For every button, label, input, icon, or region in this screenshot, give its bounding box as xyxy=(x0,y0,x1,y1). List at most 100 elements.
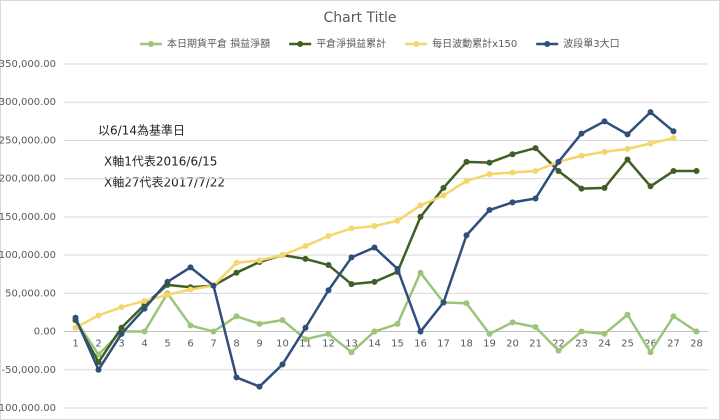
x-tick-label: 2 xyxy=(95,339,101,350)
data-point xyxy=(624,156,631,163)
data-point xyxy=(118,324,125,331)
x-tick-label: 12 xyxy=(322,339,335,350)
x-tick-label: 23 xyxy=(575,339,588,350)
legend-label: 本日期貨平倉 損益淨額 xyxy=(167,37,270,50)
data-point xyxy=(72,314,79,321)
y-tick-label: 200,000.00 xyxy=(0,174,56,185)
data-point xyxy=(509,151,516,158)
x-tick-label: 18 xyxy=(460,339,473,350)
data-point xyxy=(417,202,424,209)
data-point xyxy=(325,287,332,294)
x-tick-label: 19 xyxy=(483,339,496,350)
data-point xyxy=(302,324,309,331)
series-line xyxy=(74,146,697,364)
data-point xyxy=(141,305,148,312)
y-tick-label: -100,000.00 xyxy=(0,403,56,414)
data-point xyxy=(279,252,286,259)
x-tick-label: 10 xyxy=(276,339,289,350)
legend-marker xyxy=(148,41,154,47)
x-tick-label: 6 xyxy=(187,339,193,350)
data-point xyxy=(302,255,309,262)
data-point xyxy=(463,232,470,239)
data-point xyxy=(256,257,263,264)
x-tick-label: 13 xyxy=(345,339,358,350)
data-point xyxy=(233,313,240,320)
data-point xyxy=(325,233,332,239)
data-point xyxy=(371,223,378,230)
annotation: X軸27代表2017/7/22 xyxy=(104,176,225,190)
y-tick-label: 300,000.00 xyxy=(0,97,56,108)
data-point xyxy=(532,323,539,330)
data-point xyxy=(509,319,516,326)
data-point xyxy=(509,199,516,206)
data-point xyxy=(463,300,470,307)
x-tick-label: 24 xyxy=(598,339,611,350)
data-point xyxy=(463,177,470,184)
legend: 本日期貨平倉 損益淨額 平倉淨損益累計 每日波動累計x150 波段單3大口 xyxy=(140,37,620,50)
data-point xyxy=(624,131,631,138)
data-point xyxy=(670,168,677,175)
data-point xyxy=(95,366,102,373)
x-tick-label: 1 xyxy=(72,339,78,350)
y-tick-label: 250,000.00 xyxy=(0,135,56,146)
data-point xyxy=(486,330,493,337)
legend-marker xyxy=(544,41,551,47)
data-point xyxy=(348,281,355,288)
data-point xyxy=(486,207,493,214)
data-point xyxy=(256,320,263,327)
x-tick-label: 4 xyxy=(141,339,147,350)
data-point xyxy=(532,168,539,175)
x-tick-label: 17 xyxy=(437,339,450,350)
data-point xyxy=(187,286,194,293)
data-point xyxy=(141,328,148,335)
data-point xyxy=(647,109,654,116)
x-tick-label: 14 xyxy=(368,339,381,350)
data-point xyxy=(624,311,631,318)
data-point xyxy=(210,282,217,289)
data-point xyxy=(302,242,309,249)
y-tick-label: 50,000.00 xyxy=(5,288,56,299)
data-point xyxy=(647,349,654,356)
data-point xyxy=(417,328,424,335)
y-tick-label: 350,000.00 xyxy=(0,59,56,70)
annotation: X軸1代表2016/6/15 xyxy=(104,155,217,169)
data-point xyxy=(601,330,608,337)
data-point xyxy=(164,278,171,285)
x-tick-label: 28 xyxy=(690,339,703,350)
data-point xyxy=(233,259,240,266)
legend-label: 每日波動累計x150 xyxy=(432,37,517,50)
data-point xyxy=(233,269,240,276)
x-tick-label: 26 xyxy=(644,339,657,350)
data-point xyxy=(394,320,401,327)
x-tick-label: 20 xyxy=(506,339,519,350)
data-point xyxy=(463,158,470,165)
chart-title: Chart Title xyxy=(324,10,397,26)
legend-label: 平倉淨損益累計 xyxy=(316,37,386,50)
data-point xyxy=(670,135,677,142)
data-point xyxy=(440,184,447,191)
x-tick-label: 27 xyxy=(667,339,680,350)
data-point xyxy=(509,169,516,176)
legend-marker xyxy=(297,41,304,47)
data-point xyxy=(601,148,608,155)
data-point xyxy=(164,291,171,298)
data-point xyxy=(118,330,125,337)
x-tick-label: 25 xyxy=(621,339,634,350)
data-point xyxy=(601,184,608,191)
data-point xyxy=(647,183,654,190)
data-point xyxy=(348,254,355,261)
data-point xyxy=(555,158,562,165)
data-point xyxy=(371,278,378,285)
data-point xyxy=(647,140,654,147)
data-point xyxy=(394,217,401,224)
data-point xyxy=(371,328,378,335)
x-tick-label: 21 xyxy=(529,339,542,350)
x-tick-label: 5 xyxy=(164,339,170,350)
data-point xyxy=(670,313,677,320)
y-tick-label: 150,000.00 xyxy=(0,212,56,223)
data-point xyxy=(279,317,286,324)
x-tick-label: 16 xyxy=(414,339,427,350)
data-point xyxy=(348,225,355,232)
data-point xyxy=(417,269,424,276)
